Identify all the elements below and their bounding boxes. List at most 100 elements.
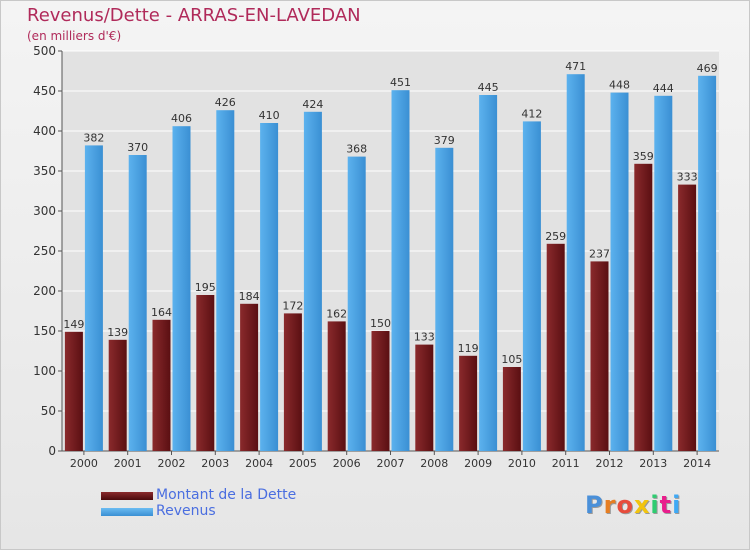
x-tick-label: 2011 [552,457,580,470]
data-label-revenus: 445 [478,81,499,94]
data-label-revenus: 370 [127,141,148,154]
logo-letter: x [633,491,651,519]
data-label-dette: 133 [414,331,435,344]
data-label-dette: 259 [545,230,566,243]
bar-revenus [303,111,322,452]
data-label-dette: 105 [501,353,522,366]
y-tick-label: 400 [33,124,56,138]
data-label-revenus: 424 [302,98,323,111]
x-tick-label: 2007 [377,457,405,470]
bar-dette [64,331,83,451]
data-label-revenus: 426 [215,96,236,109]
legend-label-dette: Montant de la Dette [156,487,297,503]
bar-revenus [260,123,279,451]
bar-dette [152,319,171,451]
data-label-revenus: 444 [653,82,674,95]
data-label-revenus: 471 [565,60,586,73]
data-label-revenus: 410 [259,109,280,122]
data-label-dette: 359 [633,150,654,163]
logo-letter: i [672,491,682,519]
data-label-revenus: 448 [609,79,630,92]
bar-dette [240,303,259,451]
bar-revenus [216,110,235,451]
x-tick-label: 2013 [639,457,667,470]
x-tick-label: 2012 [596,457,624,470]
bar-revenus [698,75,717,452]
bar-revenus [479,95,498,451]
logo-letter: i [650,491,660,519]
x-tick-label: 2001 [114,457,142,470]
data-label-dette: 149 [63,318,84,331]
logo-letter: o [616,491,634,519]
data-label-dette: 333 [677,171,698,184]
x-tick-label: 2008 [420,457,448,470]
bar-revenus [347,156,366,451]
data-label-dette: 184 [239,290,260,303]
bar-dette [108,339,127,451]
bar-dette [590,261,609,451]
bar-dette [283,313,302,451]
bar-dette [415,344,434,451]
data-label-revenus: 469 [697,62,718,75]
proxiti-logo: Proxiti [585,491,681,519]
data-label-dette: 195 [195,281,216,294]
bar-dette [678,184,697,451]
x-tick-label: 2003 [201,457,229,470]
data-label-revenus: 451 [390,76,411,89]
logo-letter: P [585,491,604,519]
x-tick-label: 2002 [158,457,186,470]
data-label-revenus: 368 [346,143,367,156]
chart-title: Revenus/Dette - ARRAS-EN-LAVEDAN [27,5,361,26]
x-tick-label: 2000 [70,457,98,470]
bar-dette [459,355,478,451]
bar-dette [196,295,215,451]
y-tick-label: 200 [33,284,56,298]
bar-revenus [522,121,541,452]
bar-revenus [391,90,410,451]
bar-revenus [610,92,629,451]
x-tick-label: 2005 [289,457,317,470]
data-label-revenus: 412 [521,107,542,120]
legend-swatch-revenus [101,508,153,516]
y-tick-label: 50 [41,404,56,418]
chart-subtitle: (en milliers d'€) [27,29,122,43]
data-label-dette: 139 [107,326,128,339]
bar-revenus [566,74,585,451]
logo-letter: r [603,491,617,519]
data-label-dette: 164 [151,306,172,319]
x-tick-label: 2010 [508,457,536,470]
data-label-revenus: 406 [171,112,192,125]
bar-dette [327,321,346,451]
legend-label-revenus: Revenus [156,503,216,519]
x-tick-label: 2014 [683,457,711,470]
y-tick-label: 100 [33,364,56,378]
bar-revenus [435,147,454,452]
bar-dette [546,243,565,451]
y-tick-label: 350 [33,164,56,178]
y-tick-label: 0 [48,444,56,458]
bar-revenus [128,155,147,451]
data-label-revenus: 379 [434,134,455,147]
y-tick-label: 450 [33,84,56,98]
logo-letter: t [659,491,673,519]
bar-dette [634,163,653,452]
bar-dette [371,331,390,451]
bar-revenus [654,95,673,452]
bar-revenus [172,126,191,451]
data-label-dette: 150 [370,317,391,330]
data-label-dette: 119 [458,342,479,355]
y-tick-label: 150 [33,324,56,338]
data-label-dette: 172 [282,299,303,312]
data-label-dette: 162 [326,307,347,320]
data-label-dette: 237 [589,247,610,260]
bar-dette [502,367,521,451]
data-label-revenus: 382 [83,131,104,144]
x-tick-label: 2006 [333,457,361,470]
y-tick-label: 250 [33,244,56,258]
y-tick-label: 500 [33,44,56,58]
x-tick-label: 2009 [464,457,492,470]
bar-revenus [84,145,103,451]
y-tick-label: 300 [33,204,56,218]
